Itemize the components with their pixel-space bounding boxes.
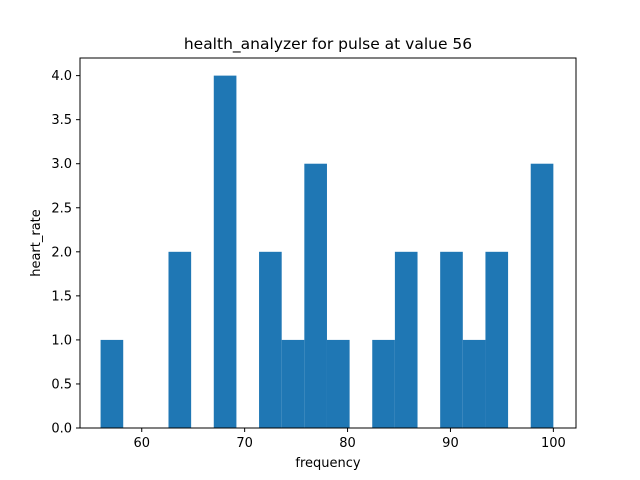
y-tick-label: 1.0 bbox=[51, 333, 72, 348]
y-tick-label: 0.5 bbox=[51, 377, 72, 392]
histogram-bar-3 bbox=[168, 251, 192, 428]
histogram-bar-9 bbox=[304, 163, 327, 428]
histogram-bar-12 bbox=[372, 339, 395, 428]
x-tick-label: 80 bbox=[339, 436, 356, 451]
histogram-bar-16 bbox=[462, 339, 486, 428]
chart-title: health_analyzer for pulse at value 56 bbox=[184, 35, 472, 54]
x-ticks: 60 70 80 90 100 bbox=[133, 428, 566, 451]
x-tick-label: 70 bbox=[236, 436, 253, 451]
y-tick-label: 0.0 bbox=[51, 422, 72, 437]
y-tick-label: 3.5 bbox=[51, 113, 72, 128]
y-tick-label: 2.0 bbox=[51, 245, 72, 260]
bars-layer bbox=[100, 75, 554, 428]
histogram-bar-15 bbox=[440, 251, 463, 428]
histogram-bar-19 bbox=[530, 163, 554, 428]
histogram-bar-13 bbox=[394, 251, 418, 428]
histogram-bar-7 bbox=[259, 251, 282, 428]
histogram-bar-5 bbox=[213, 75, 237, 428]
x-tick-label: 90 bbox=[442, 436, 459, 451]
x-tick-label: 60 bbox=[133, 436, 150, 451]
x-axis-label: frequency bbox=[295, 456, 361, 471]
histogram-bar-0 bbox=[100, 339, 124, 428]
histogram-bar-17 bbox=[485, 251, 509, 428]
y-tick-label: 3.0 bbox=[51, 157, 72, 172]
y-tick-label: 4.0 bbox=[51, 69, 72, 84]
y-tick-label: 2.5 bbox=[51, 201, 72, 216]
y-axis-label: heart_rate bbox=[29, 209, 44, 277]
y-ticks: 0.0 0.5 1.0 1.5 2.0 2.5 3.0 3.5 4.0 bbox=[51, 69, 80, 437]
histogram-bar-10 bbox=[326, 339, 350, 428]
y-tick-label: 1.5 bbox=[51, 289, 72, 304]
plot-frame bbox=[79, 57, 577, 429]
x-tick-label: 100 bbox=[541, 436, 566, 451]
histogram-bar-8 bbox=[281, 339, 305, 428]
